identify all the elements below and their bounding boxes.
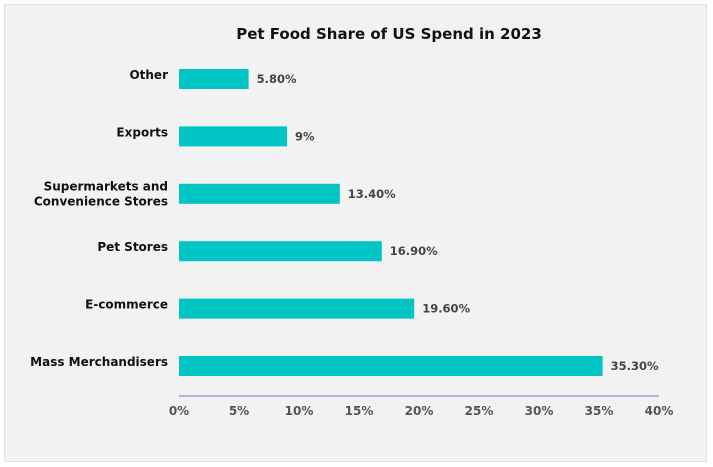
bar — [179, 183, 340, 204]
bar — [179, 356, 603, 376]
data-label: 5.80% — [257, 72, 297, 86]
category-label: Mass Merchandisers — [30, 355, 168, 369]
x-tick-label: 25% — [465, 404, 494, 418]
chart-card — [4, 4, 707, 462]
x-tick-label: 0% — [169, 404, 189, 418]
category-label: Pet Stores — [97, 240, 168, 254]
bar — [179, 298, 415, 319]
category-label: Supermarkets and Convenience Stores — [34, 179, 168, 208]
x-tick-label: 10% — [285, 404, 314, 418]
bar — [179, 126, 287, 147]
x-tick-label: 5% — [229, 404, 249, 418]
category-label: Other — [129, 68, 168, 82]
chart-title: Pet Food Share of US Spend in 2023 — [236, 25, 542, 43]
x-tick-label: 30% — [525, 404, 554, 418]
bar — [179, 69, 249, 89]
category-label: Exports — [116, 125, 168, 139]
x-tick-label: 35% — [585, 404, 614, 418]
x-tick-label: 40% — [645, 404, 674, 418]
data-label: 16.90% — [390, 244, 438, 258]
data-label: 19.60% — [422, 302, 470, 316]
category-label: E-commerce — [85, 298, 168, 312]
data-label: 9% — [295, 129, 315, 143]
x-tick-label: 20% — [405, 404, 434, 418]
data-label: 13.40% — [348, 187, 396, 201]
bar — [179, 241, 382, 262]
data-label: 35.30% — [611, 359, 659, 373]
x-tick-label: 15% — [345, 404, 374, 418]
